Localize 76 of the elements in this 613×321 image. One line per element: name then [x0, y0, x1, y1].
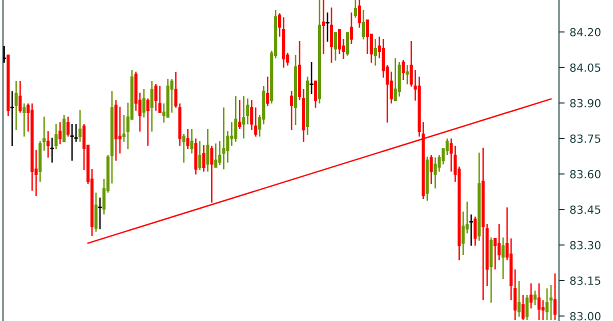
- candlestick: [350, 12, 353, 45]
- candlestick: [358, 0, 361, 28]
- candlestick: [346, 32, 350, 56]
- candlestick: [502, 236, 505, 280]
- candlestick: [230, 121, 234, 147]
- candlestick: [266, 76, 270, 107]
- candlestick: [182, 133, 186, 164]
- candlestick: [22, 102, 26, 138]
- candlestick: [98, 196, 102, 230]
- candlestick: [18, 80, 22, 114]
- y-tick-label: 83.75: [570, 134, 600, 143]
- y-tick-label: 84.05: [570, 63, 600, 72]
- candlestick: [154, 83, 158, 112]
- candlestick: [46, 130, 50, 158]
- candlestick: [118, 106, 122, 154]
- candlestick: [362, 9, 365, 40]
- candlestick: [238, 99, 242, 130]
- candlestick: [338, 28, 342, 55]
- candlestick: [66, 116, 70, 138]
- candlestick: [310, 61, 314, 95]
- candlestick: [314, 80, 318, 108]
- candlestick: [366, 19, 369, 55]
- candlestick: [78, 109, 82, 142]
- candlestick: [242, 95, 246, 140]
- candlestick: [518, 280, 521, 318]
- candlestick: [322, 0, 326, 55]
- candlestick: [326, 12, 330, 42]
- candlestick: [94, 192, 98, 232]
- candlestick: [186, 128, 190, 150]
- candlestick: [526, 294, 529, 321]
- candlestick: [474, 216, 477, 246]
- candlestick: [549, 284, 553, 321]
- candlestick: [214, 142, 218, 168]
- candlestick: [234, 95, 238, 142]
- candlestick: [402, 59, 405, 81]
- candlestick: [70, 123, 74, 162]
- candlestick: [434, 156, 437, 190]
- candlestick: [374, 38, 377, 66]
- y-tick-label: 83.30: [570, 240, 600, 250]
- y-tick-label: 83.90: [570, 98, 600, 108]
- candlestick: [190, 128, 194, 154]
- candlestick: [534, 290, 537, 306]
- candlestick: [406, 64, 409, 85]
- y-tick-label: 83.15: [570, 276, 600, 285]
- candlestick: [334, 32, 338, 62]
- candlestick: [150, 80, 154, 132]
- candlestick: [58, 121, 62, 145]
- y-tick-label: 83.00: [570, 312, 600, 320]
- candlestick: [202, 144, 206, 172]
- candlestick: [522, 294, 525, 321]
- candlestick: [50, 137, 54, 164]
- candlestick: [553, 272, 557, 321]
- candlestick: [206, 128, 210, 172]
- candlestick: [394, 58, 397, 102]
- candlestick: [158, 85, 162, 114]
- candlestick: [330, 6, 334, 64]
- candlestick: [62, 114, 66, 142]
- y-tick-label: 83.60: [570, 170, 600, 178]
- y-tick-label: 84.20: [570, 28, 600, 36]
- candlestick: [494, 238, 497, 270]
- candlestick: [14, 80, 18, 131]
- candlestick: [545, 288, 549, 321]
- candlestick: [430, 154, 433, 185]
- candlestick: [222, 106, 226, 170]
- candlestick: [530, 282, 533, 310]
- candlestick: [537, 282, 541, 321]
- candlestick: [250, 99, 254, 131]
- candlestick: [198, 140, 202, 171]
- candlestick: [142, 88, 146, 118]
- candlestick: [146, 98, 150, 147]
- candlestick: [541, 299, 545, 321]
- candlestick: [290, 90, 294, 131]
- candlestick: [210, 145, 214, 204]
- y-tick-label: 83.45: [570, 205, 600, 214]
- candlestick: [54, 123, 58, 150]
- candlestick: [354, 0, 357, 18]
